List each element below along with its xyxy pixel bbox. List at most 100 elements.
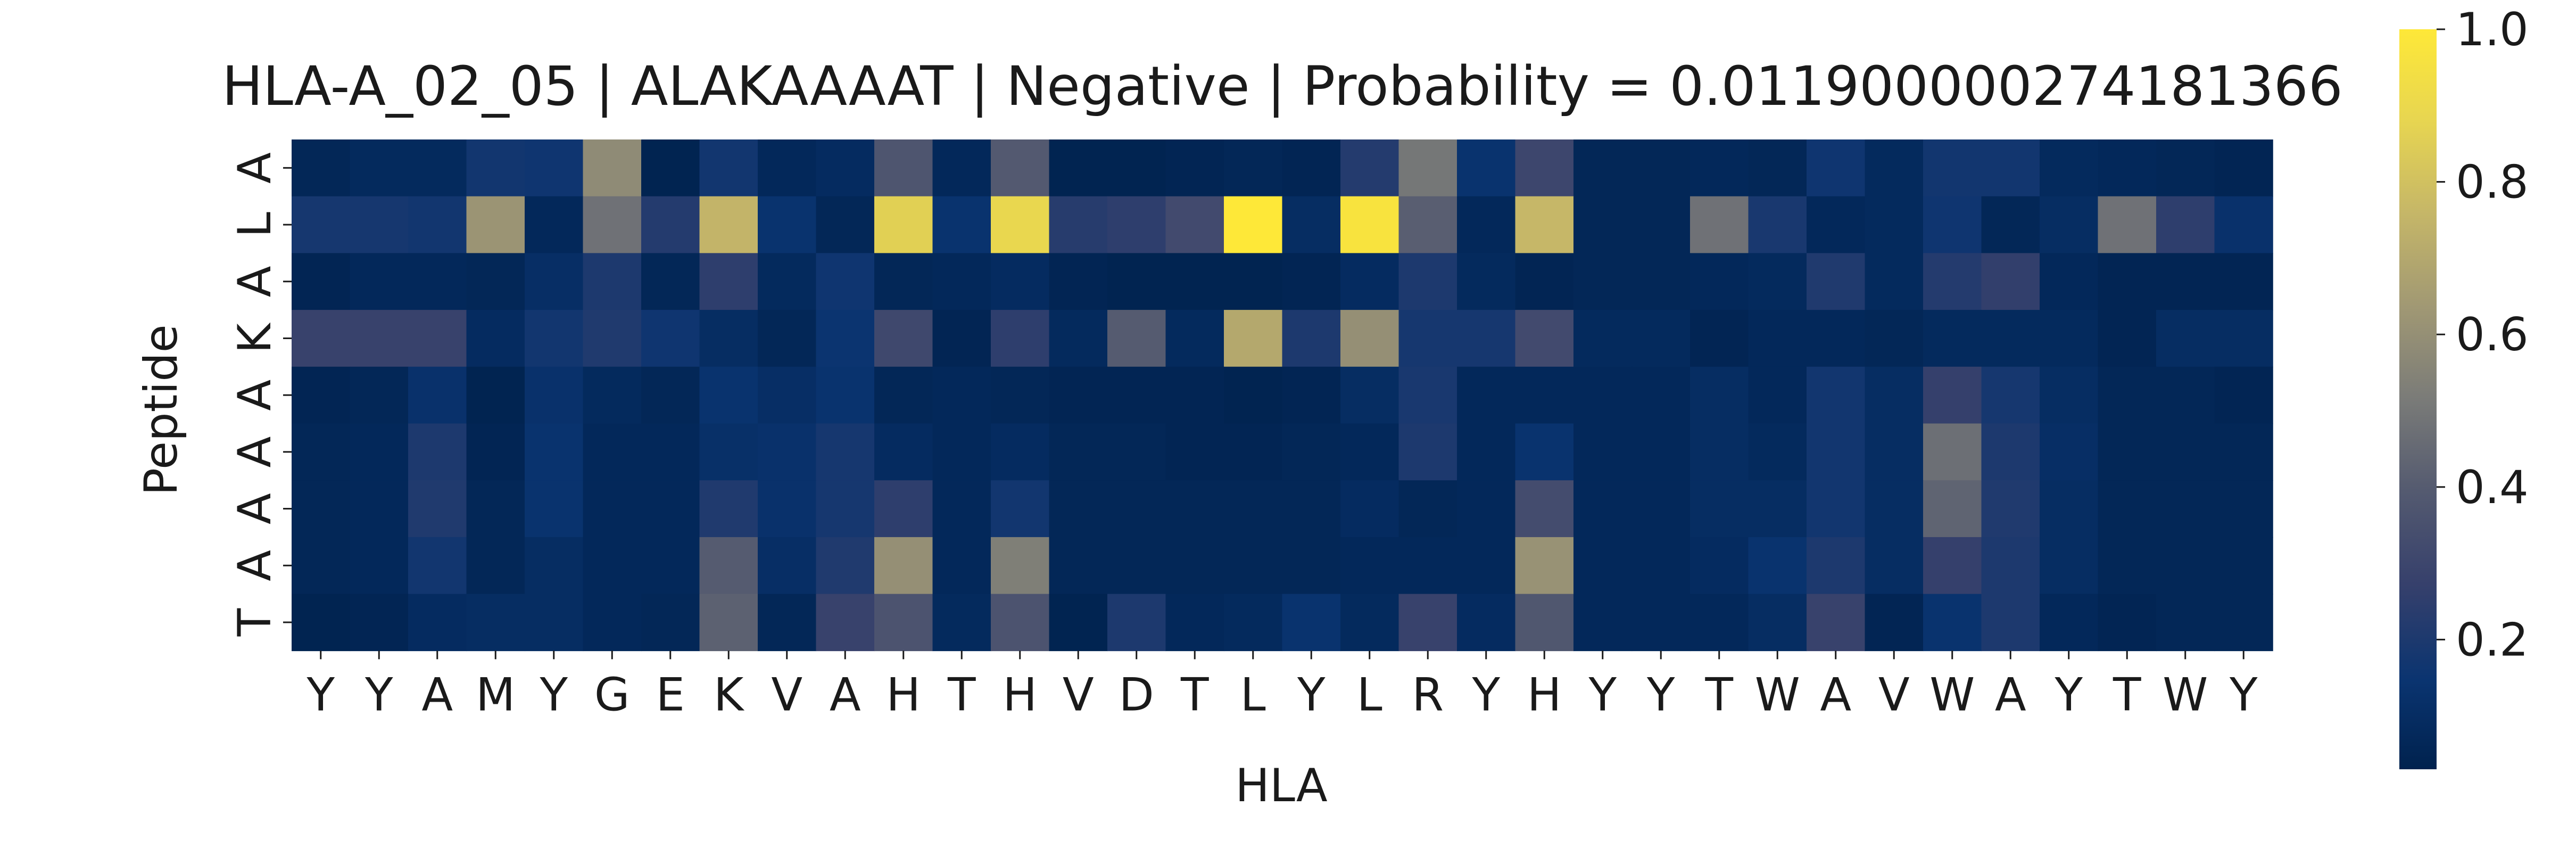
heatmap-cell xyxy=(991,139,1050,197)
heatmap-cell xyxy=(1340,196,1399,254)
heatmap-cell xyxy=(1923,480,1982,538)
heatmap-cell xyxy=(583,480,642,538)
x-tick-label: V xyxy=(771,668,802,721)
heatmap-cell xyxy=(2214,366,2273,424)
heatmap-cell xyxy=(408,366,467,424)
heatmap-cell xyxy=(1398,310,1457,367)
heatmap-cell xyxy=(525,139,584,197)
x-tick-label: A xyxy=(1820,668,1851,721)
heatmap-cell xyxy=(408,594,467,652)
heatmap-cell xyxy=(641,310,700,367)
heatmap-cell xyxy=(1631,423,1691,481)
heatmap-cell xyxy=(2214,423,2273,481)
heatmap-cell xyxy=(1165,480,1224,538)
heatmap-cell xyxy=(350,196,409,254)
heatmap-cell xyxy=(699,139,758,197)
heatmap-cell xyxy=(466,310,525,367)
heatmap-cell xyxy=(525,253,584,310)
heatmap-cell xyxy=(350,537,409,595)
heatmap-cell xyxy=(292,537,351,595)
heatmap-cell xyxy=(758,310,817,367)
heatmap-cell xyxy=(1690,366,1749,424)
heatmap-cell xyxy=(1631,480,1691,538)
heatmap-cell xyxy=(1923,366,1982,424)
x-tick-label: W xyxy=(1755,668,1800,721)
heatmap-cell xyxy=(466,537,525,595)
heatmap-cell xyxy=(991,366,1050,424)
heatmap-cell xyxy=(1049,423,1108,481)
heatmap-cell xyxy=(1981,139,2040,197)
heatmap-cell xyxy=(1748,366,1807,424)
heatmap-cell xyxy=(641,594,700,652)
heatmap-cell xyxy=(1515,423,1574,481)
heatmap-cell xyxy=(2156,366,2215,424)
y-axis-label: Peptide xyxy=(135,324,188,495)
colorbar-ticks: 0.2 0.4 0.6 0.8 1.0 xyxy=(2437,3,2529,667)
heatmap-cell xyxy=(1224,537,1283,595)
heatmap-cell xyxy=(1282,253,1341,310)
y-tick-label: K xyxy=(228,322,281,353)
colorbar-tick-label: 0.4 xyxy=(2456,461,2529,514)
heatmap-cell xyxy=(525,310,584,367)
colorbar-tick-label: 0.8 xyxy=(2456,156,2529,209)
heatmap-cell xyxy=(408,423,467,481)
x-tick-label: H xyxy=(1003,668,1037,721)
heatmap-cell xyxy=(1282,423,1341,481)
heatmap-cell xyxy=(2040,537,2099,595)
heatmap-cell xyxy=(1224,480,1283,538)
heatmap-cell xyxy=(1457,139,1516,197)
heatmap-cell xyxy=(2040,423,2099,481)
heatmap-cell xyxy=(2156,537,2215,595)
y-axis-ticks: ALAKAAAAT xyxy=(228,152,292,637)
heatmap-cell xyxy=(1923,423,1982,481)
heatmap-cell xyxy=(991,537,1050,595)
heatmap-cell xyxy=(991,594,1050,652)
heatmap-cell xyxy=(1690,139,1749,197)
heatmap-cell xyxy=(408,196,467,254)
x-tick-label: Y xyxy=(1471,668,1500,721)
heatmap-cell xyxy=(1807,423,1866,481)
heatmap-cell xyxy=(2156,253,2215,310)
heatmap-cell xyxy=(991,253,1050,310)
x-tick-label: H xyxy=(1527,668,1562,721)
heatmap-cell xyxy=(758,366,817,424)
heatmap-cell xyxy=(1515,139,1574,197)
heatmap-cell xyxy=(1631,310,1691,367)
heatmap-cell xyxy=(1340,537,1399,595)
heatmap-cell xyxy=(1807,594,1866,652)
heatmap-cell xyxy=(1107,253,1166,310)
heatmap-cell xyxy=(1398,537,1457,595)
heatmap-cell xyxy=(408,139,467,197)
heatmap-cell xyxy=(932,366,991,424)
colorbar-gradient xyxy=(2399,29,2437,769)
x-tick-label: Y xyxy=(306,668,335,721)
heatmap-cell xyxy=(2098,196,2157,254)
x-tick-label: Y xyxy=(1588,668,1617,721)
heatmap-cell xyxy=(2214,310,2273,367)
heatmap-cell xyxy=(583,196,642,254)
y-tick-label: A xyxy=(228,550,281,581)
heatmap-cell xyxy=(1865,594,1924,652)
heatmap-cell xyxy=(2214,594,2273,652)
heatmap-cell xyxy=(2156,423,2215,481)
heatmap-cell xyxy=(1573,594,1633,652)
heatmap-cell xyxy=(1398,139,1457,197)
x-tick-label: Y xyxy=(539,668,568,721)
x-tick-label: R xyxy=(1412,668,1444,721)
colorbar-tick-label: 1.0 xyxy=(2456,3,2529,56)
heatmap-cell xyxy=(699,366,758,424)
heatmap-cell xyxy=(699,423,758,481)
heatmap-cell xyxy=(292,139,351,197)
heatmap-cell xyxy=(2098,139,2157,197)
heatmap-cell xyxy=(1340,480,1399,538)
heatmap-cell xyxy=(1515,196,1574,254)
heatmap-cell xyxy=(991,310,1050,367)
heatmap-cell xyxy=(758,480,817,538)
heatmap-cell xyxy=(1515,537,1574,595)
heatmap-cell xyxy=(816,253,875,310)
heatmap-cell xyxy=(1457,310,1516,367)
heatmap-cell xyxy=(2214,537,2273,595)
heatmap-cell xyxy=(1282,594,1341,652)
heatmap-cell xyxy=(1049,139,1108,197)
heatmap-cell xyxy=(1631,139,1691,197)
